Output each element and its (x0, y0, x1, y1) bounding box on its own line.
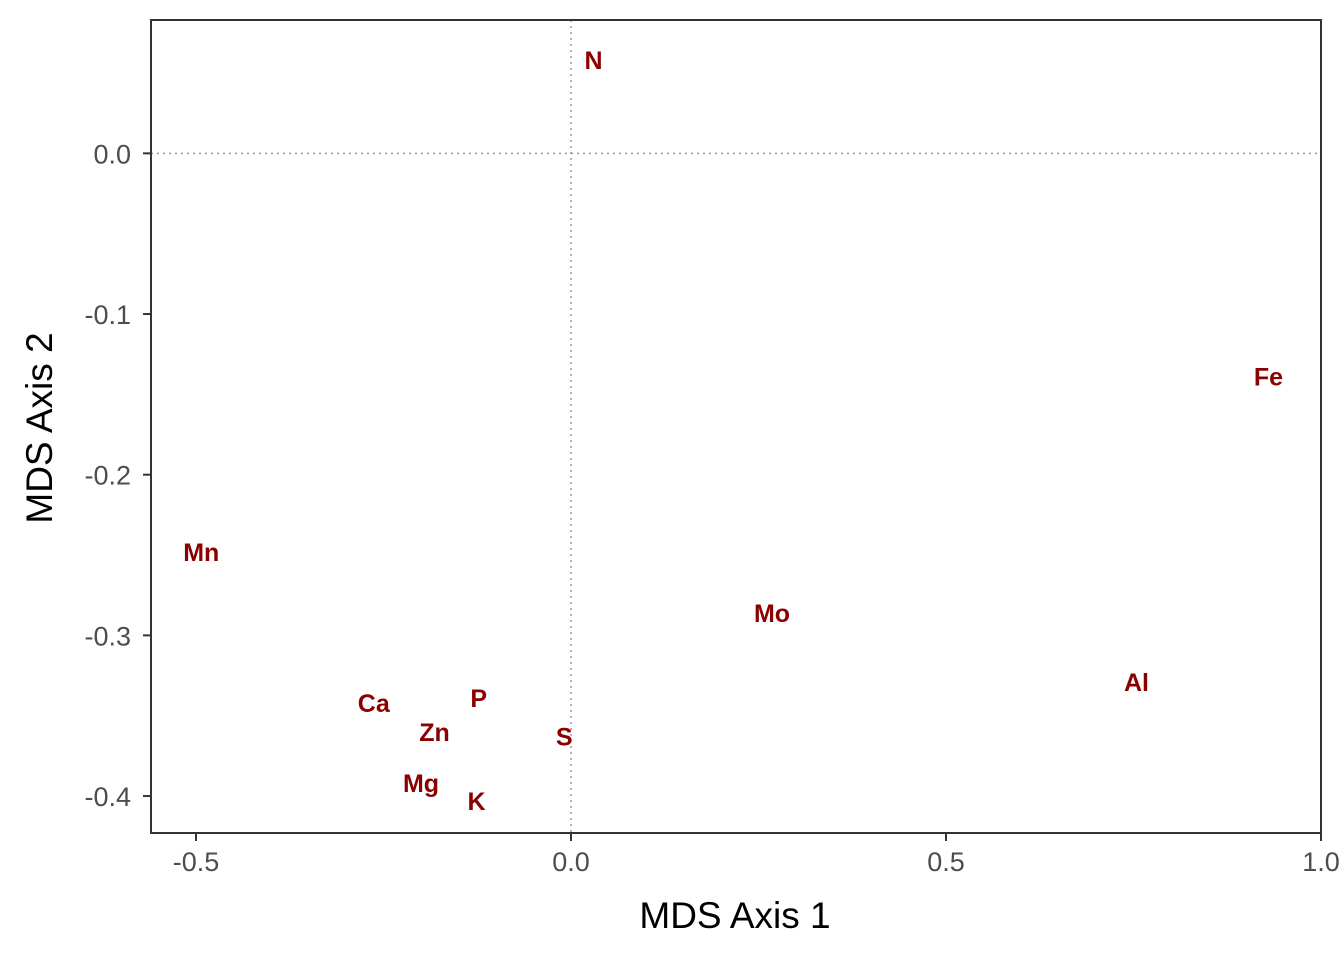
point-label-fe: Fe (1254, 364, 1283, 392)
x-tick-label: -0.5 (173, 847, 220, 877)
x-tick-label: 0.0 (552, 847, 590, 877)
y-tick-label: 0.0 (93, 139, 131, 169)
reference-lines (151, 20, 1321, 833)
point-label-zn: Zn (419, 719, 450, 747)
x-tick-label: 1.0 (1302, 847, 1340, 877)
point-label-p: P (470, 685, 487, 713)
point-label-n: N (584, 47, 602, 75)
point-label-al: Al (1124, 669, 1149, 697)
y-tick-label: -0.1 (84, 300, 131, 330)
point-label-k: K (467, 788, 485, 816)
point-label-mn: Mn (183, 539, 219, 567)
y-tick-label: -0.3 (84, 621, 131, 651)
point-labels: N Fe Mn Mo Al Ca P Zn S Mg K (183, 47, 1283, 816)
point-label-mo: Mo (754, 600, 790, 628)
y-tick-label: -0.2 (84, 461, 131, 491)
y-tick-label: -0.4 (84, 782, 131, 812)
plot-panel-border (150, 19, 1322, 834)
x-axis-title: MDS Axis 1 (639, 895, 830, 936)
point-label-ca: Ca (358, 690, 391, 718)
x-axis: -0.5 0.0 0.5 1.0 (173, 833, 1340, 877)
y-axis: 0.0 -0.1 -0.2 -0.3 -0.4 (84, 139, 151, 812)
point-label-mg: Mg (403, 770, 439, 798)
x-tick-label: 0.5 (927, 847, 965, 877)
y-axis-title: MDS Axis 2 (19, 332, 60, 523)
point-label-s: S (556, 724, 573, 752)
